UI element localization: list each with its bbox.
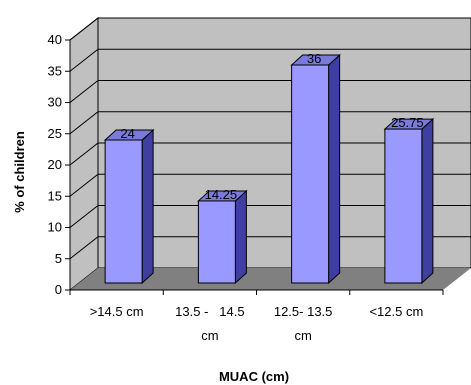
x-category-label: 13.5 - 14.5 [175, 304, 244, 319]
y-axis-title: % of children [12, 131, 27, 213]
bar [291, 64, 330, 284]
x-category-label: >14.5 cm [90, 304, 144, 319]
bars: 24 14.25 36 25.75 [103, 51, 435, 285]
y-tick-label: 40 [48, 32, 62, 47]
x-category-label: <12.5 cm [369, 304, 423, 319]
y-tick-label: 35 [48, 63, 62, 78]
bar-side [421, 117, 434, 285]
y-tick-label: 20 [48, 157, 62, 172]
gridline [69, 17, 471, 41]
gridline [69, 236, 471, 260]
data-label: 25.75 [391, 115, 424, 130]
y-axis: 0 5 10 15 20 25 30 35 40 [48, 32, 71, 297]
gridline [69, 80, 471, 103]
x-axis: >14.5 cm 13.5 - 14.5 cm 12.5- 13.5 cm <12.5 c… [69, 289, 444, 343]
y-tick-label: 0 [55, 282, 62, 297]
x-axis-title: MUAC (cm) [219, 369, 289, 384]
gridline [69, 205, 471, 228]
gridline [69, 142, 471, 166]
x-category-label: cm [294, 328, 311, 343]
bar-side [141, 128, 154, 285]
bar-side [234, 189, 247, 285]
x-category-label: 12.5- 13.5 [274, 304, 333, 319]
y-tick-label: 25 [48, 126, 62, 141]
data-label: 14.25 [205, 187, 238, 202]
y-tick-label: 10 [48, 220, 62, 235]
y-tick-label: 15 [48, 188, 62, 203]
bar [384, 128, 423, 284]
x-category-label: cm [201, 328, 218, 343]
bar [104, 139, 143, 284]
bar-side [328, 53, 341, 285]
bar [197, 200, 236, 284]
gridline [69, 48, 471, 72]
gridline [69, 111, 471, 135]
data-label: 24 [120, 126, 134, 141]
y-tick-label: 5 [55, 251, 62, 266]
y-tick-label: 30 [48, 95, 62, 110]
gridlines [69, 17, 471, 260]
floor [70, 268, 471, 290]
gridline [69, 173, 471, 197]
data-label: 36 [307, 51, 321, 66]
